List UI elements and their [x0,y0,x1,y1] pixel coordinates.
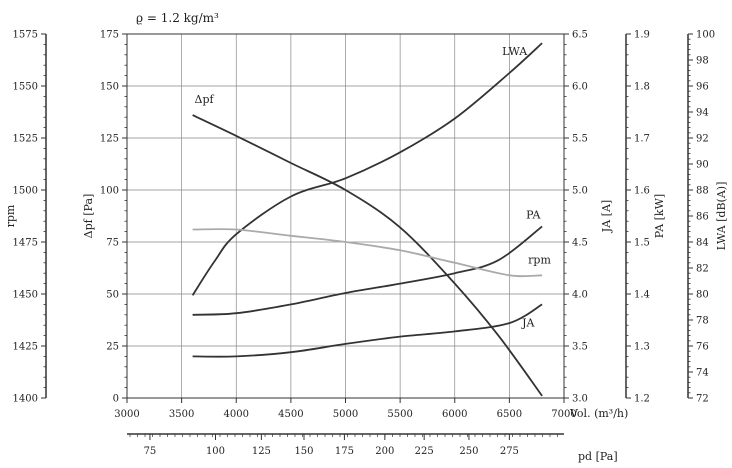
rpm-tick-label: 1550 [13,82,38,93]
rpm-tick-label: 1575 [13,30,38,41]
rpm-tick-label: 1525 [13,134,38,145]
ja-tick-label: 5.5 [572,134,588,145]
ja-tick-label: 6.0 [572,82,588,93]
lwa-tick-label: 72 [696,394,709,405]
ja-tick-label: 4.0 [572,290,588,301]
pa-tick-label: 1.3 [634,342,650,353]
lwa-tick-label: 78 [696,316,709,327]
lwa-tick-label: 90 [696,160,709,171]
x2-tick-label: 175 [335,446,354,457]
series-labels: Δpf LWA PA rpm JA [195,45,552,329]
x2-tick-label: 225 [415,446,434,457]
dp-tick-label: 175 [100,30,119,41]
dp-tick-label: 150 [100,82,119,93]
rpm-axis-label: rpm [4,204,17,227]
ja-tick-label: 4.5 [572,238,588,249]
lwa-tick-label: 96 [696,82,709,93]
lwa-tick-label: 82 [696,264,709,275]
pa-tick-label: 1.4 [634,290,650,301]
x2-tick-label: 75 [144,446,157,457]
dp-tick-label: 25 [106,342,119,353]
x2-tick-label: 150 [294,446,313,457]
lwa-tick-label: 94 [696,108,709,119]
x-tick-label: 4500 [278,409,303,420]
series-label-ja: JA [521,316,535,329]
lwa-tick-label: 80 [696,290,709,301]
x-axis-label: Vol. (m³/h) [569,407,628,420]
pa-tick-label: 1.7 [634,134,650,145]
series-line-lwa [191,42,543,296]
dp-tick-label: 0 [113,394,119,405]
density-note: ϱ = 1.2 kg/m³ [136,11,219,25]
x2-tick-label: 200 [375,446,394,457]
dp-tick-label: 75 [106,238,119,249]
pa-axis-label: PA [kW] [653,194,666,238]
rpm-tick-label: 1400 [13,394,38,405]
pa-tick-label: 1.5 [634,238,650,249]
series-curves [191,42,543,397]
lwa-tick-label: 92 [696,134,709,145]
rpm-tick-label: 1450 [13,290,38,301]
pa-tick-label: 1.2 [634,394,650,405]
rpm-tick-label: 1425 [13,342,38,353]
pa-tick-label: 1.8 [634,82,650,93]
lwa-tick-label: 100 [696,30,715,41]
dp-tick-label: 100 [100,186,119,197]
dp-tick-label: 125 [100,134,119,145]
ja-tick-label: 5.0 [572,186,588,197]
rpm-tick-label: 1475 [13,238,38,249]
x-tick-label: 6500 [497,409,522,420]
series-label-rpm: rpm [528,253,551,266]
x-tick-label: 5000 [333,409,358,420]
x-tick-label: 5500 [387,409,412,420]
series-line-ja [192,303,543,358]
lwa-tick-label: 98 [696,56,709,67]
lwa-tick-label: 88 [696,186,709,197]
x2-axis-label: pd [Pa] [578,450,618,463]
x-tick-label: 7000 [551,409,576,420]
ja-axis-label: JA [A] [600,200,613,233]
series-line-pf [192,114,543,397]
x-tick-label: 3000 [114,409,139,420]
pa-tick-label: 1.9 [634,30,650,41]
dp-axis-label: Δpf [Pa] [82,194,95,239]
pa-tick-label: 1.6 [634,186,650,197]
series-label-pf: Δpf [195,93,215,106]
lwa-tick-label: 84 [696,238,709,249]
x-tick-label: 3500 [169,409,194,420]
series-line-rpm [192,228,543,278]
lwa-tick-label: 74 [696,368,709,379]
axes: 1400 1425 1450 1475 1500 1525 1550 1575 rpm 0 25 50… [4,30,728,464]
rpm-tick-label: 1500 [13,186,38,197]
series-line-pa [192,225,543,316]
ja-tick-label: 6.5 [572,30,588,41]
x2-tick-label: 125 [252,446,271,457]
x2-tick-label: 275 [500,446,519,457]
series-label-lwa: LWA [502,45,528,58]
lwa-tick-label: 76 [696,342,709,353]
ja-tick-label: 3.5 [572,342,588,353]
lwa-axis-label: LWA [dB(A)] [715,182,728,251]
x-tick-label: 6000 [442,409,467,420]
dp-tick-label: 50 [106,290,119,301]
lwa-tick-label: 86 [696,212,709,223]
series-label-pa: PA [526,208,541,221]
x-tick-label: 4000 [224,409,249,420]
ja-tick-label: 3.0 [572,394,588,405]
x2-tick-label: 100 [206,446,225,457]
x2-tick-label: 250 [459,446,478,457]
